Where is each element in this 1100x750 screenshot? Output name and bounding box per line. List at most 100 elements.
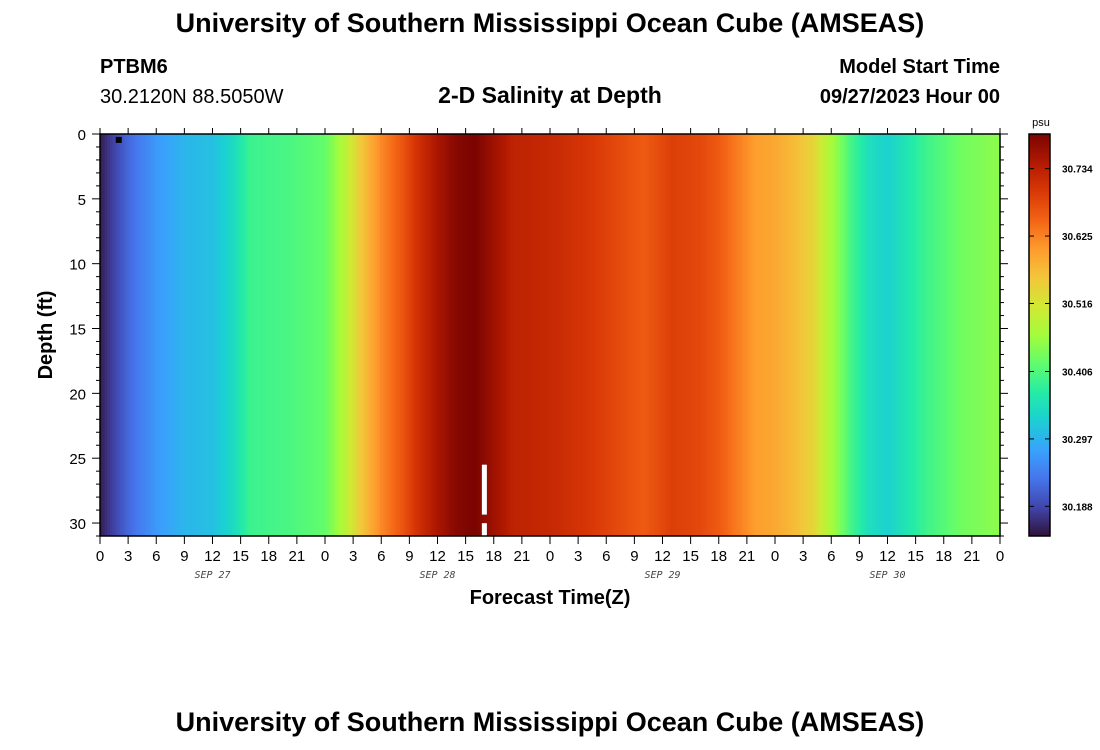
heatmap-cell bbox=[675, 134, 679, 536]
heatmap-cell bbox=[452, 134, 456, 536]
heatmap-cell bbox=[927, 134, 931, 536]
heatmap-cell bbox=[597, 134, 601, 536]
date-label: SEP 27 bbox=[194, 570, 230, 581]
heatmap-cell bbox=[575, 134, 579, 536]
heatmap-cell bbox=[612, 134, 616, 536]
y-tick-label: 25 bbox=[69, 451, 86, 468]
heatmap-cell bbox=[137, 134, 141, 536]
heatmap-cell bbox=[617, 134, 621, 536]
heatmap-cell bbox=[115, 134, 119, 536]
x-tick-label: 15 bbox=[907, 548, 924, 565]
heatmap-cell bbox=[275, 134, 279, 536]
heatmap-cell bbox=[550, 134, 554, 536]
heatmap-cell bbox=[350, 134, 354, 536]
heatmap-cell bbox=[730, 134, 734, 536]
page-title: University of Southern Mississippi Ocean… bbox=[175, 8, 925, 38]
heatmap-cell bbox=[815, 134, 819, 536]
heatmap-cell bbox=[477, 134, 481, 536]
x-tick-label: 18 bbox=[260, 548, 277, 565]
heatmap-cell bbox=[627, 134, 631, 536]
heatmap-cell bbox=[822, 134, 826, 536]
heatmap-cell bbox=[230, 134, 234, 536]
heatmap-cell bbox=[852, 134, 856, 536]
heatmap-cell bbox=[687, 134, 691, 536]
heatmap-cell bbox=[780, 134, 784, 536]
heatmap-cell bbox=[827, 134, 831, 536]
heatmap-cell bbox=[615, 134, 619, 536]
heatmap-cell bbox=[570, 134, 574, 536]
heatmap-cell bbox=[220, 134, 224, 536]
heatmap-cell bbox=[450, 134, 454, 536]
heatmap-cell bbox=[907, 134, 911, 536]
heatmap-cell bbox=[695, 134, 699, 536]
heatmap-cell bbox=[880, 134, 884, 536]
heatmap-cell bbox=[917, 134, 921, 536]
heatmap-cell bbox=[622, 134, 626, 536]
heatmap-cell bbox=[467, 134, 471, 536]
heatmap-cell bbox=[205, 134, 209, 536]
heatmap-cell bbox=[607, 134, 611, 536]
heatmap-cell bbox=[890, 134, 894, 536]
heatmap-cell bbox=[935, 134, 939, 536]
heatmap-cell bbox=[100, 134, 104, 536]
heatmap-cell bbox=[417, 134, 421, 536]
heatmap-cell bbox=[472, 134, 476, 536]
heatmap-cell bbox=[372, 134, 376, 536]
heatmap-cell bbox=[697, 134, 701, 536]
heatmap-cell bbox=[242, 134, 246, 536]
heatmap-cell bbox=[247, 134, 251, 536]
heatmap-cell bbox=[992, 134, 996, 536]
heatmap-cell bbox=[997, 134, 1001, 536]
heatmap-cell bbox=[677, 134, 681, 536]
heatmap-cell bbox=[130, 134, 134, 536]
y-axis-label: Depth (ft) bbox=[35, 291, 57, 380]
heatmap-cell bbox=[405, 134, 409, 536]
heatmap-cell bbox=[922, 134, 926, 536]
heatmap-cell bbox=[545, 134, 549, 536]
x-tick-label: 12 bbox=[204, 548, 221, 565]
heatmap-cell bbox=[835, 134, 839, 536]
heatmap-cell bbox=[707, 134, 711, 536]
heatmap-cell bbox=[295, 134, 299, 536]
heatmap-cell bbox=[250, 134, 254, 536]
station-coordinates: 30.2120N 88.5050W bbox=[100, 86, 284, 108]
x-tick-label: 0 bbox=[996, 548, 1004, 565]
heatmap-cell bbox=[352, 134, 356, 536]
heatmap-cell bbox=[910, 134, 914, 536]
heatmap-cell bbox=[145, 134, 149, 536]
heatmap-cell bbox=[787, 134, 791, 536]
heatmap-cell bbox=[705, 134, 709, 536]
heatmap-cell bbox=[360, 134, 364, 536]
heatmap-cell bbox=[737, 134, 741, 536]
heatmap-cell bbox=[102, 134, 106, 536]
heatmap-cell bbox=[335, 134, 339, 536]
heatmap-cell bbox=[682, 134, 686, 536]
heatmap-cell bbox=[427, 134, 431, 536]
heatmap-cell bbox=[440, 134, 444, 536]
heatmap-cell bbox=[905, 134, 909, 536]
heatmap-cell bbox=[232, 134, 236, 536]
heatmap-cell bbox=[212, 134, 216, 536]
heatmap-cell bbox=[227, 134, 231, 536]
heatmap-cell bbox=[442, 134, 446, 536]
heatmap-cell bbox=[465, 134, 469, 536]
heatmap-cell bbox=[920, 134, 924, 536]
heatmap-cell bbox=[377, 134, 381, 536]
heatmap-cell bbox=[860, 134, 864, 536]
heatmap-cell bbox=[172, 134, 176, 536]
heatmap-cell bbox=[307, 134, 311, 536]
heatmap-cell bbox=[362, 134, 366, 536]
heatmap-cell bbox=[552, 134, 556, 536]
heatmap-cell bbox=[197, 134, 201, 536]
heatmap-cell bbox=[177, 134, 181, 536]
heatmap-cell bbox=[187, 134, 191, 536]
colorbar-tick-label: 30.297 bbox=[1062, 435, 1093, 446]
heatmap-cell bbox=[147, 134, 151, 536]
heatmap-cell bbox=[985, 134, 989, 536]
heatmap-cell bbox=[862, 134, 866, 536]
heatmap-cell bbox=[980, 134, 984, 536]
heatmap-cell bbox=[915, 134, 919, 536]
heatmap-cell bbox=[527, 134, 531, 536]
heatmap-cell bbox=[757, 134, 761, 536]
colorbar-unit: psu bbox=[1032, 117, 1050, 129]
